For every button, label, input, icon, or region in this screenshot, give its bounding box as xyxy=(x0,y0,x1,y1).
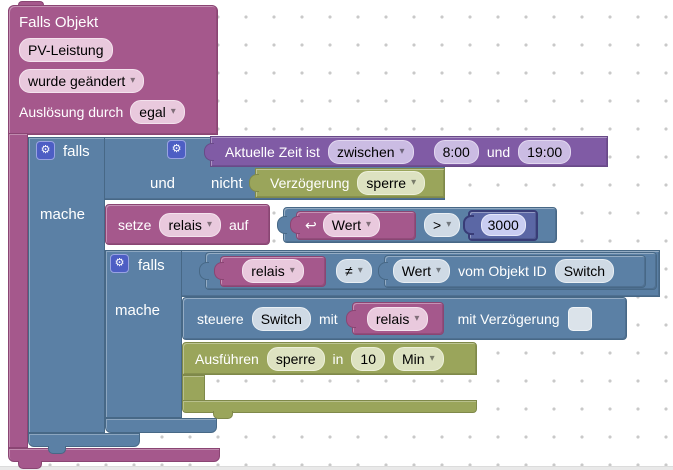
delay-name-dropdown[interactable]: sperre ▾ xyxy=(357,171,426,195)
control-verb-label: steuere xyxy=(197,310,244,327)
chevron-down-icon: ▾ xyxy=(170,106,176,117)
if-block-2-bottom[interactable] xyxy=(105,418,217,433)
chevron-down-icon: ▾ xyxy=(357,265,363,276)
execute-block[interactable]: Ausführen sperre in 10 Min ▾ xyxy=(182,342,477,375)
if-block-1-spine[interactable] xyxy=(28,137,105,433)
trigger-by-text: egal xyxy=(139,104,166,120)
trigger-block-bottom[interactable] xyxy=(8,448,220,462)
time-und-label: und xyxy=(486,143,511,160)
chevron-down-icon: ▾ xyxy=(411,177,417,188)
output-tab xyxy=(377,262,388,280)
compare-block-2[interactable]: relais ▾ ≠ ▾ Wert ▾ vom Objekt ID Switch xyxy=(199,252,657,290)
get-value-block[interactable]: ↩ Wert ▾ xyxy=(290,210,416,240)
delay-check-block[interactable]: Verzögerung sperre ▾ xyxy=(249,168,445,198)
if2-keyword-label: falls xyxy=(138,257,165,274)
chevron-down-icon: ▾ xyxy=(289,265,295,276)
get-state-block[interactable]: relais ▾ xyxy=(345,302,444,335)
number-field[interactable]: 3000 xyxy=(480,214,526,236)
output-tab xyxy=(214,262,224,280)
set-target-dropdown[interactable]: relais ▾ xyxy=(159,212,221,237)
chevron-down-icon: ▾ xyxy=(429,352,435,364)
trigger-block[interactable]: Falls Objekt PV-Leistung wurde geändert … xyxy=(8,5,218,135)
output-tab xyxy=(277,216,287,234)
chevron-down-icon: ▾ xyxy=(414,312,420,324)
state-name-dropdown[interactable]: relais ▾ xyxy=(366,306,429,331)
value-name-dropdown[interactable]: Wert ▾ xyxy=(322,213,381,237)
compare-operator-dropdown[interactable]: > ▾ xyxy=(424,213,461,237)
chevron-down-icon: ▾ xyxy=(130,75,136,86)
execute-in-label: in xyxy=(332,350,344,367)
chevron-down-icon: ▾ xyxy=(399,145,405,157)
compare-block-1[interactable]: ↩ Wert ▾ > ▾ 3000 xyxy=(277,207,557,243)
if2-do-label: mache xyxy=(115,302,161,319)
chevron-down-icon: ▾ xyxy=(206,218,212,230)
if-block-1-bottom-notch xyxy=(48,446,66,454)
time-label: Aktuelle Zeit ist xyxy=(225,143,320,160)
output-tab xyxy=(249,174,259,192)
value-name-dropdown[interactable]: Wert ▾ xyxy=(392,259,451,283)
execute-number-field[interactable]: 10 xyxy=(351,346,385,371)
event-text: wurde geändert xyxy=(28,73,126,89)
object-id-field[interactable]: PV-Leistung xyxy=(19,38,113,62)
delay-checkbox[interactable] xyxy=(567,306,592,331)
object-id-text: PV-Leistung xyxy=(28,42,104,58)
control-object-field[interactable]: Switch xyxy=(251,306,311,331)
output-tab xyxy=(204,142,214,161)
output-tab xyxy=(345,309,356,328)
output-tab xyxy=(463,215,475,235)
trigger-by-dropdown[interactable]: egal ▾ xyxy=(130,100,185,124)
compare-operator-dropdown[interactable]: ≠ ▾ xyxy=(336,259,372,283)
mutator-gear-icon[interactable]: ⚙ xyxy=(36,141,55,160)
mutator-gear-icon[interactable]: ⚙ xyxy=(110,254,129,273)
event-dropdown[interactable]: wurde geändert ▾ xyxy=(19,69,145,93)
time-to-field[interactable]: 19:00 xyxy=(518,139,572,164)
time-from-field[interactable]: 8:00 xyxy=(433,139,479,164)
trigger-block-bottom-notch xyxy=(18,461,42,469)
execute-block-bottom[interactable] xyxy=(182,400,477,413)
object-id-field[interactable]: Switch xyxy=(554,259,614,283)
get-state-block[interactable]: relais ▾ xyxy=(214,255,326,287)
execute-block-bottom-notch xyxy=(213,411,233,419)
chevron-down-icon: ▾ xyxy=(436,265,442,276)
if-block-2-spine[interactable] xyxy=(105,250,182,418)
chevron-down-icon: ▾ xyxy=(366,219,372,230)
output-tab xyxy=(290,216,300,234)
trigger-title: Falls Objekt xyxy=(19,14,99,31)
trigger-block-spine[interactable] xyxy=(8,133,28,448)
if1-do-label: mache xyxy=(40,206,86,223)
workspace-bottom-edge xyxy=(0,466,673,470)
mutator-gear-icon[interactable]: ⚙ xyxy=(167,140,186,159)
if-block-1-bottom[interactable] xyxy=(28,433,140,447)
execute-verb-label: Ausführen xyxy=(195,350,259,367)
if1-keyword-label: falls xyxy=(63,143,90,160)
execute-unit-dropdown[interactable]: Min ▾ xyxy=(393,346,444,371)
state-name-dropdown[interactable]: relais ▾ xyxy=(242,259,304,283)
trigger-block-top-notch xyxy=(18,1,44,7)
output-tab xyxy=(199,262,209,280)
control-delay-label: mit Verzögerung xyxy=(457,310,560,327)
number-block[interactable]: 3000 xyxy=(463,209,539,241)
and-label: und xyxy=(150,175,176,192)
value-return-icon: ↩ xyxy=(305,216,317,233)
trigger-by-label: Auslösung durch xyxy=(19,104,124,120)
delay-label: Verzögerung xyxy=(270,175,350,191)
set-verb-label: setze xyxy=(118,216,152,233)
set-preposition-label: auf xyxy=(228,216,249,233)
set-state-block[interactable]: setze relais ▾ auf xyxy=(105,204,270,245)
time-condition-block[interactable]: Aktuelle Zeit ist zwischen ▾ 8:00 und 19… xyxy=(204,136,608,167)
not-label: nicht xyxy=(211,175,243,192)
from-object-label: vom Objekt ID xyxy=(458,263,547,279)
control-with-label: mit xyxy=(318,310,338,327)
chevron-down-icon: ▾ xyxy=(446,219,452,230)
control-block[interactable]: steuere Switch mit relais ▾ mit Verzöger… xyxy=(182,297,627,340)
execute-name-field[interactable]: sperre xyxy=(266,346,325,371)
execute-block-spine[interactable] xyxy=(182,375,205,401)
value-from-object-block[interactable]: Wert ▾ vom Objekt ID Switch xyxy=(377,254,646,288)
time-mode-dropdown[interactable]: zwischen ▾ xyxy=(327,139,414,164)
